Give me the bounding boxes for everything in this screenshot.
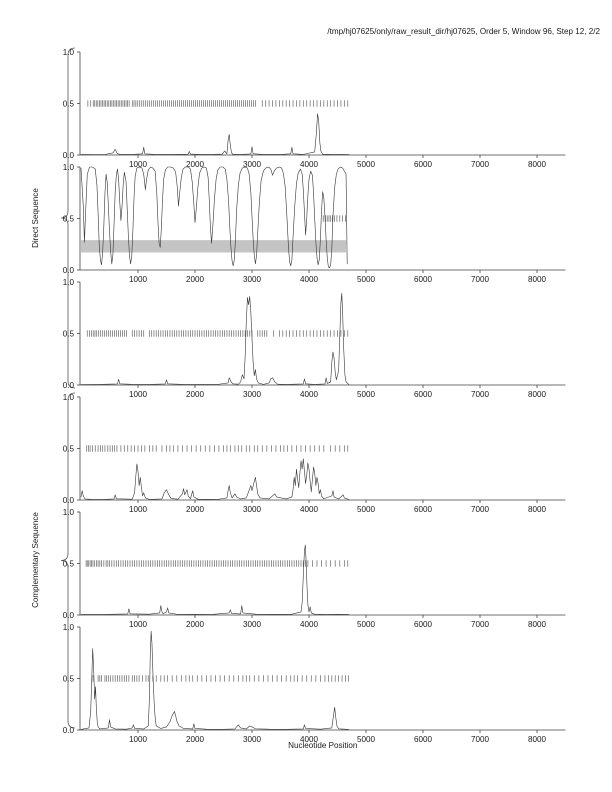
x-tick-label: 2000 [186, 390, 205, 399]
y-tick-label: 0.0 [63, 611, 75, 620]
brace-complementary-sequence [60, 392, 76, 729]
marker-tick-row [86, 330, 349, 337]
y-tick-label: 0.0 [63, 266, 75, 275]
panel-axes [79, 52, 566, 156]
y-tick-label: 1.0 [63, 508, 75, 517]
y-tick-label: 1.0 [63, 623, 75, 632]
x-tick-label: 8000 [528, 505, 547, 514]
x-tick-label: 8000 [528, 735, 547, 744]
x-tick-label: 2000 [186, 160, 205, 169]
x-tick-label: 3000 [243, 275, 262, 284]
x-tick-label: 1000 [129, 505, 148, 514]
y-tick-label: 0.5 [63, 445, 75, 454]
group-label-complementary-sequence: Complementary Sequence [31, 512, 40, 608]
panel-axes [79, 167, 566, 271]
y-tick-label: 0.0 [63, 496, 75, 505]
y-tick-label: 0.5 [63, 560, 75, 569]
y-tick-label: 1.0 [63, 163, 75, 172]
x-tick-label: 2000 [186, 735, 205, 744]
y-tick-label: 0.5 [63, 100, 75, 109]
y-tick-label: 0.5 [63, 675, 75, 684]
x-tick-label: 3000 [243, 390, 262, 399]
data-curve [80, 544, 350, 615]
panel-axes [79, 282, 566, 386]
panel-2: 0.0 0.5 1.0 1000 2000 3000 4000 5000 6000 7000 800… [63, 163, 566, 284]
x-tick-label: 4000 [300, 620, 319, 629]
figure-title: /tmp/hj07625/only/raw_result_dir/hj07625… [327, 27, 600, 36]
x-tick-label: 1000 [129, 275, 148, 284]
y-tick-label: 0.0 [63, 381, 75, 390]
x-tick-label: 8000 [528, 275, 547, 284]
y-tick-label: 1.0 [63, 278, 75, 287]
x-tick-label: 8000 [528, 620, 547, 629]
x-tick-label: 6000 [414, 160, 433, 169]
marker-tick-row [322, 215, 346, 222]
panel-6: 0.0 0.5 1.0 1000 2000 3000 4000 5000 6000 7000 800… [63, 623, 566, 744]
x-tick-label: 7000 [471, 735, 490, 744]
x-axis-label: Nucleotide Position [288, 741, 357, 750]
y-tick-label: 1.0 [63, 393, 75, 402]
y-tick-label: 0.0 [63, 151, 75, 160]
brace-direct-sequence [60, 47, 76, 389]
x-tick-label: 8000 [528, 390, 547, 399]
x-tick-label: 4000 [300, 275, 319, 284]
x-tick-label: 5000 [357, 505, 376, 514]
x-tick-label: 7000 [471, 390, 490, 399]
marker-tick-row [92, 675, 349, 682]
data-curve [80, 293, 350, 385]
marker-tick-row [86, 445, 349, 452]
x-tick-label: 1000 [129, 390, 148, 399]
x-tick-label: 6000 [414, 390, 433, 399]
x-tick-label: 5000 [357, 620, 376, 629]
x-tick-label: 8000 [528, 160, 547, 169]
x-tick-label: 5000 [357, 160, 376, 169]
group-label-direct-sequence: Direct Sequence [31, 188, 40, 248]
x-tick-label: 3000 [243, 160, 262, 169]
x-tick-label: 7000 [471, 505, 490, 514]
x-tick-label: 4000 [300, 160, 319, 169]
x-tick-label: 5000 [357, 390, 376, 399]
data-curve [80, 166, 348, 269]
x-tick-label: 6000 [414, 735, 433, 744]
marker-tick-row [85, 560, 349, 567]
x-tick-label: 1000 [129, 735, 148, 744]
x-tick-label: 7000 [471, 620, 490, 629]
x-tick-label: 3000 [243, 620, 262, 629]
marker-tick-row [87, 100, 349, 107]
data-curve [80, 630, 350, 730]
x-tick-label: 3000 [243, 505, 262, 514]
x-tick-label: 1000 [129, 620, 148, 629]
data-curve [80, 113, 350, 155]
y-tick-label: 0.0 [63, 726, 75, 735]
x-tick-label: 6000 [414, 505, 433, 514]
data-curve [80, 458, 350, 500]
panel-5: 0.0 0.5 1.0 1000 2000 3000 4000 5000 6000 7000 800… [63, 508, 566, 629]
x-tick-label: 4000 [300, 505, 319, 514]
x-tick-label: 4000 [300, 390, 319, 399]
panel-1: 0.0 0.5 1.0 1000 2000 3000 4000 5000 6000 7000 800… [63, 48, 566, 169]
x-tick-label: 2000 [186, 275, 205, 284]
x-tick-label: 3000 [243, 735, 262, 744]
panel-3: 0.0 0.5 1.0 1000 2000 3000 4000 5000 6000 7000 800… [63, 278, 566, 399]
x-tick-label: 6000 [414, 620, 433, 629]
x-tick-label: 6000 [414, 275, 433, 284]
panel-4: 0.0 0.5 1.0 1000 2000 3000 4000 5000 6000 7000 800… [63, 393, 566, 514]
x-tick-label: 7000 [471, 160, 490, 169]
shaded-band [81, 240, 347, 253]
x-tick-label: 7000 [471, 275, 490, 284]
x-tick-label: 4000 [300, 735, 319, 744]
x-tick-label: 2000 [186, 620, 205, 629]
x-tick-label: 2000 [186, 505, 205, 514]
y-tick-label: 0.5 [63, 215, 75, 224]
x-tick-label: 1000 [129, 160, 148, 169]
x-tick-label: 5000 [357, 735, 376, 744]
y-tick-label: 0.5 [63, 330, 75, 339]
x-tick-label: 5000 [357, 275, 376, 284]
y-tick-label: 1.0 [63, 48, 75, 57]
